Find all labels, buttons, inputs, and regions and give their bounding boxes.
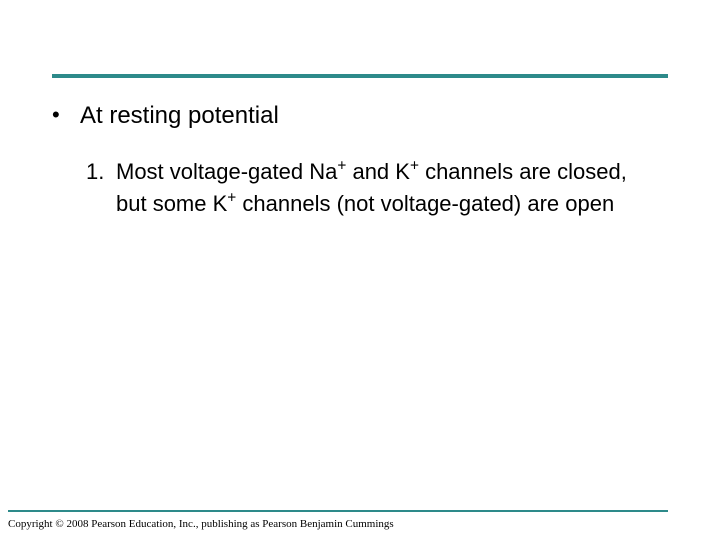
copyright-text: Copyright © 2008 Pearson Education, Inc.… <box>8 518 394 530</box>
numbered-text: Most voltage-gated Na+ and K+ channels a… <box>116 156 646 220</box>
bullet-marker: • <box>52 100 80 131</box>
number-marker: 1. <box>86 156 116 188</box>
bottom-divider <box>8 510 668 512</box>
numbered-item: 1. Most voltage-gated Na+ and K+ channel… <box>86 156 668 220</box>
top-divider <box>52 74 668 78</box>
bullet-text: At resting potential <box>80 100 279 132</box>
slide-content: • At resting potential 1. Most voltage-g… <box>52 100 668 220</box>
bullet-item: • At resting potential <box>52 100 668 132</box>
